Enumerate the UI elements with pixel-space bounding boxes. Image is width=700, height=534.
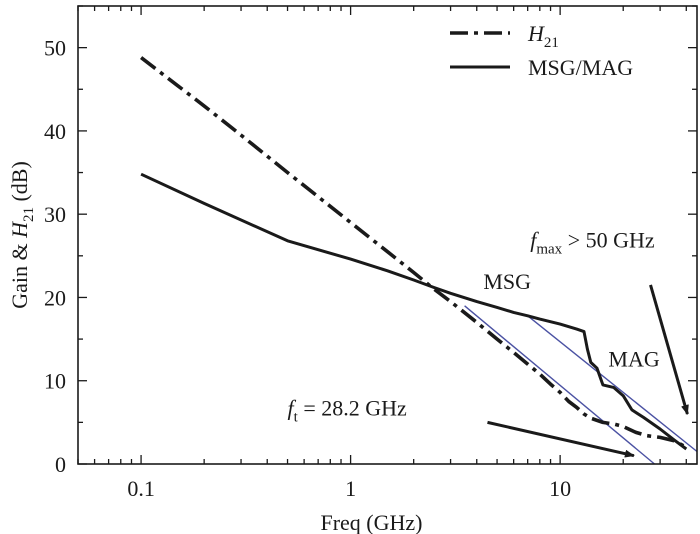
- fit-line-2: [527, 315, 698, 453]
- legend: H21 MSG/MAG: [450, 21, 633, 80]
- y-tick-label: 20: [44, 285, 66, 310]
- y-tick-label: 40: [44, 119, 66, 144]
- annotation-fmax: fmax > 50 GHz: [530, 227, 655, 257]
- ft-arrow: [487, 420, 635, 458]
- y-tick-label: 50: [44, 36, 66, 61]
- x-axis-label: Freq (GHz): [320, 510, 422, 534]
- x-tick-label: 10: [549, 476, 571, 501]
- annotation-ft: ft = 28.2 GHz: [288, 396, 407, 426]
- x-tick-label: 1: [345, 476, 356, 501]
- chart-labels: 0.1 1 10 0 10 20 30 40 50 Freq (GHz) Gain & H21 (d…: [7, 36, 660, 534]
- fit-line-1: [464, 305, 655, 465]
- plot-frame: [77, 5, 698, 465]
- x-tick-label: 0.1: [127, 476, 155, 501]
- y-tick-label: 0: [55, 452, 66, 477]
- annotation-msg: MSG: [483, 269, 531, 294]
- annotation-arrows: [487, 284, 689, 458]
- h21-series-line: [140, 56, 688, 449]
- y-axis-label: Gain & H21 (dB): [7, 161, 37, 309]
- y-tick-label: 30: [44, 202, 66, 227]
- msg-mag-series-line: [140, 172, 688, 451]
- fit-lines: [464, 305, 698, 465]
- legend-label-1: H21: [527, 21, 559, 51]
- annotation-mag: MAG: [608, 347, 659, 372]
- fmax-arrow: [649, 284, 689, 415]
- data-series: [140, 56, 688, 451]
- axes: [77, 5, 698, 465]
- legend-label-2: MSG/MAG: [528, 55, 633, 80]
- y-tick-label: 10: [44, 369, 66, 394]
